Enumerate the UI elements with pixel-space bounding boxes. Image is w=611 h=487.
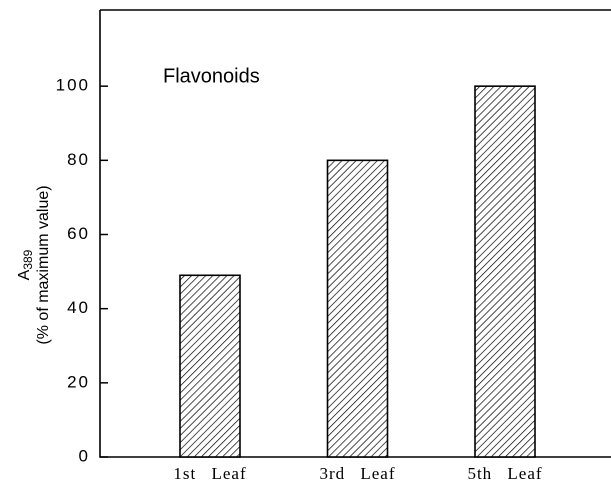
y-tick-label: 20: [67, 372, 90, 391]
x-tick-label: 1st Leaf: [173, 464, 246, 483]
y-axis-label: A389 (% of maximum value): [16, 185, 52, 344]
y-tick-label: 40: [67, 298, 90, 317]
y-label-subscript: 389: [21, 249, 35, 269]
bar: [474, 85, 536, 458]
annotation: Flavonoids: [163, 65, 260, 87]
y-label-text: (% of maximum value): [35, 185, 52, 344]
x-tick-label: 5th Leaf: [467, 464, 542, 483]
y-label-letter: A: [16, 269, 33, 280]
x-tick-label: 3rd Leaf: [319, 464, 395, 483]
y-tick-label: 100: [56, 76, 90, 95]
y-tick-label: 0: [79, 446, 90, 465]
bar: [179, 274, 241, 458]
y-tick-label: 60: [67, 224, 90, 243]
bar: [326, 159, 389, 458]
y-tick-label: 80: [67, 150, 90, 169]
y-label-symbol: A389: [16, 249, 35, 280]
